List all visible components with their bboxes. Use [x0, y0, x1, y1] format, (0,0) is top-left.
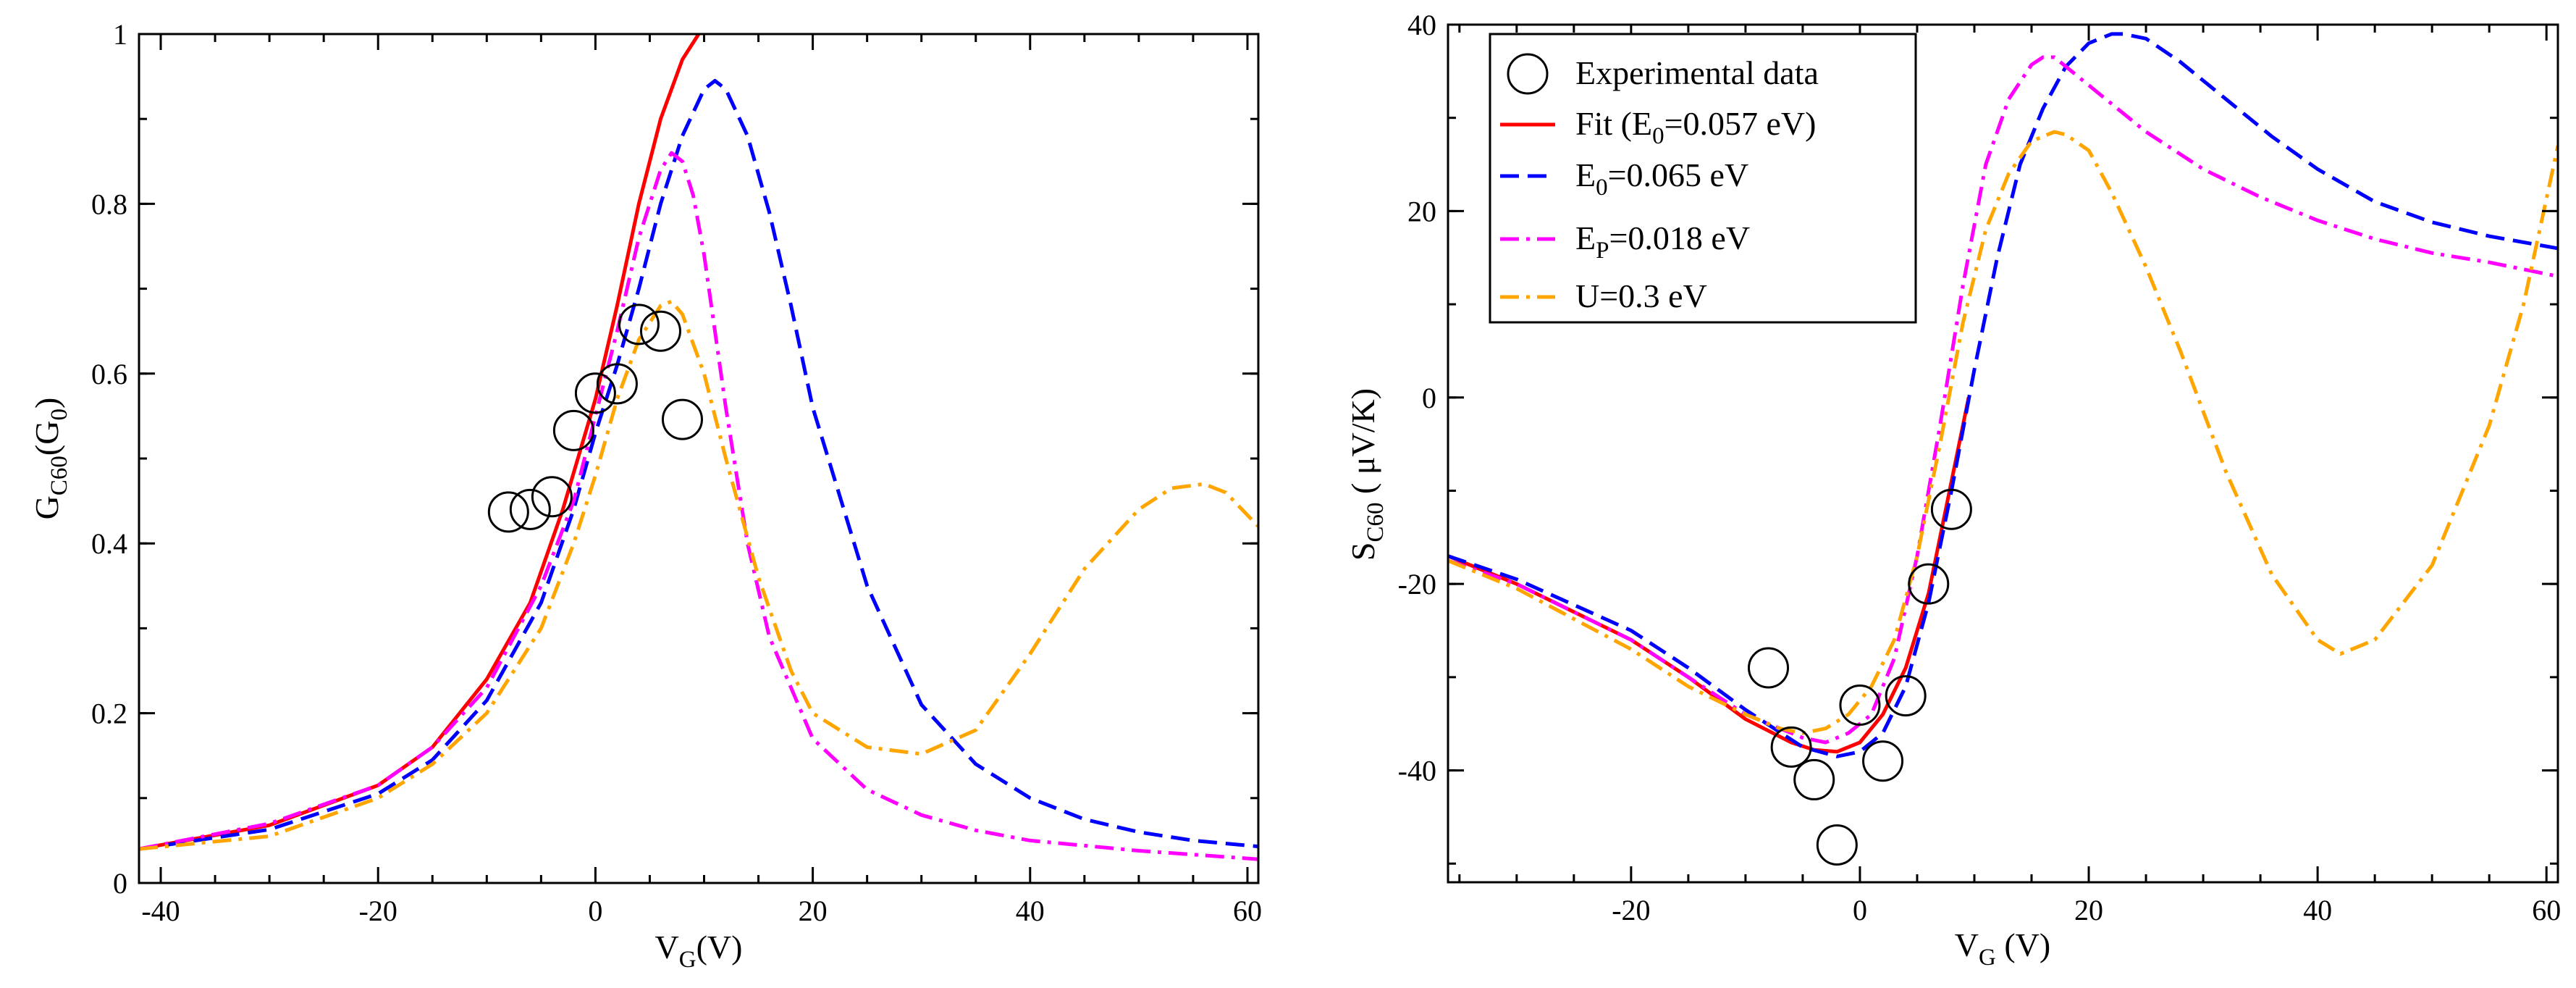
- conductance-curves: [139, 34, 1258, 861]
- thermopower-y-tick-label: 20: [1407, 195, 1436, 227]
- conductance-x-tick-label: -40: [141, 895, 180, 927]
- conductance-x-tick-label: 40: [1016, 895, 1045, 927]
- thermopower-x-ticks: -20 0 20 40 60: [1458, 25, 2561, 926]
- thermopower-x-axis-label: VG (V): [1955, 926, 2050, 971]
- thermopower-experimental-markers: [1748, 488, 1972, 866]
- thermopower-experimental-point: [1748, 647, 1790, 689]
- thermopower-experimental-point: [1816, 824, 1858, 866]
- conductance-experimental-point: [618, 303, 660, 346]
- thermopower-experimental-point: [1930, 488, 1972, 530]
- thermopower-y-tick-label: -20: [1398, 568, 1436, 600]
- legend-u-label: U=0.3 eV: [1575, 277, 1707, 314]
- conductance-series-ep: [139, 151, 1258, 861]
- thermopower-experimental-point: [1770, 726, 1812, 768]
- thermopower-x-tick-label: 60: [2532, 894, 2561, 926]
- conductance-x-axis-label: VG(V): [655, 929, 743, 973]
- thermopower-x-tick-label: -20: [1612, 894, 1650, 926]
- legend-experimental-marker: [1507, 53, 1549, 95]
- legend-e0-label: E0=0.065 eV: [1575, 156, 1748, 201]
- thermopower-experimental-point: [1793, 758, 1835, 800]
- thermopower-experimental-point: [1839, 684, 1881, 726]
- conductance-x-tick-label: 0: [588, 895, 602, 927]
- legend-fit-label: Fit (E0=0.057 eV): [1575, 105, 1816, 149]
- legend-box: [1489, 33, 1917, 324]
- conductance-y-ticks: 0 0.2 0.4 0.6 0.8 1: [91, 18, 1258, 900]
- legend-experimental-label: Experimental data: [1575, 54, 1819, 91]
- thermopower-experimental-point: [1885, 675, 1927, 717]
- conductance-experimental-point: [639, 310, 681, 352]
- conductance-experimental-point: [552, 409, 594, 451]
- thermopower-y-tick-label: 40: [1407, 9, 1436, 41]
- conductance-experimental-point: [596, 363, 638, 405]
- conductance-x-ticks: -40 -20 0 20 40 60: [141, 34, 1262, 927]
- conductance-x-tick-label: -20: [359, 895, 397, 927]
- conductance-y-tick-label: 0.6: [91, 358, 127, 390]
- thermopower-y-ticks: -40 -20 0 20 40: [1398, 9, 2558, 865]
- thermopower-x-tick-label: 40: [2303, 894, 2332, 926]
- conductance-experimental-point: [487, 491, 529, 533]
- thermopower-y-axis-label: SC60 ( μV/K): [1344, 388, 1389, 561]
- conductance-y-tick-label: 0: [113, 867, 127, 900]
- conductance-y-tick-label: 0.4: [91, 527, 127, 560]
- thermopower-experimental-point: [1862, 740, 1904, 782]
- conductance-experimental-point: [509, 488, 551, 530]
- legend: Experimental data Fit (E0=0.057 eV) E0=0…: [1489, 33, 1917, 324]
- conductance-plot-frame: [138, 33, 1260, 884]
- conductance-y-tick-label: 0.2: [91, 698, 127, 730]
- conductance-experimental-point: [661, 398, 703, 440]
- conductance-experimental-point: [574, 372, 616, 414]
- thermopower-y-tick-label: -40: [1398, 755, 1436, 787]
- thermopower-plot-frame: [1447, 23, 2559, 884]
- conductance-y-tick-label: 0.8: [91, 188, 127, 220]
- conductance-series-u: [139, 299, 1258, 851]
- thermopower-series-fit: [1448, 397, 1971, 754]
- legend-ep-label: EP=0.018 eV: [1575, 219, 1750, 264]
- conductance-series-fit: [139, 34, 701, 851]
- thermopower-plot: -20 0 20 40 60 -40 -20 0 20 40 VG (V) SC60 ( μV/…: [1344, 9, 2561, 971]
- conductance-plot: -40 -20 0 20 40 60 0 0.2 0.4 0.6 0.8 1 VG(V) GC60(…: [28, 18, 1262, 973]
- conductance-x-tick-label: 20: [799, 895, 828, 927]
- thermopower-series-e0: [1448, 32, 2558, 758]
- conductance-x-tick-label: 60: [1233, 895, 1262, 927]
- conductance-series-e0: [139, 79, 1258, 851]
- conductance-y-axis-label: GC60(G0): [28, 398, 72, 520]
- conductance-experimental-point: [531, 476, 573, 518]
- conductance-experimental-markers: [487, 303, 703, 533]
- thermopower-y-tick-label: 0: [1422, 382, 1436, 414]
- conductance-y-tick-label: 1: [113, 18, 127, 51]
- thermopower-experimental-point: [1908, 563, 1950, 605]
- thermopower-x-tick-label: 20: [2074, 894, 2103, 926]
- thermopower-x-tick-label: 0: [1853, 894, 1867, 926]
- thermopower-series-ep: [1448, 55, 2558, 745]
